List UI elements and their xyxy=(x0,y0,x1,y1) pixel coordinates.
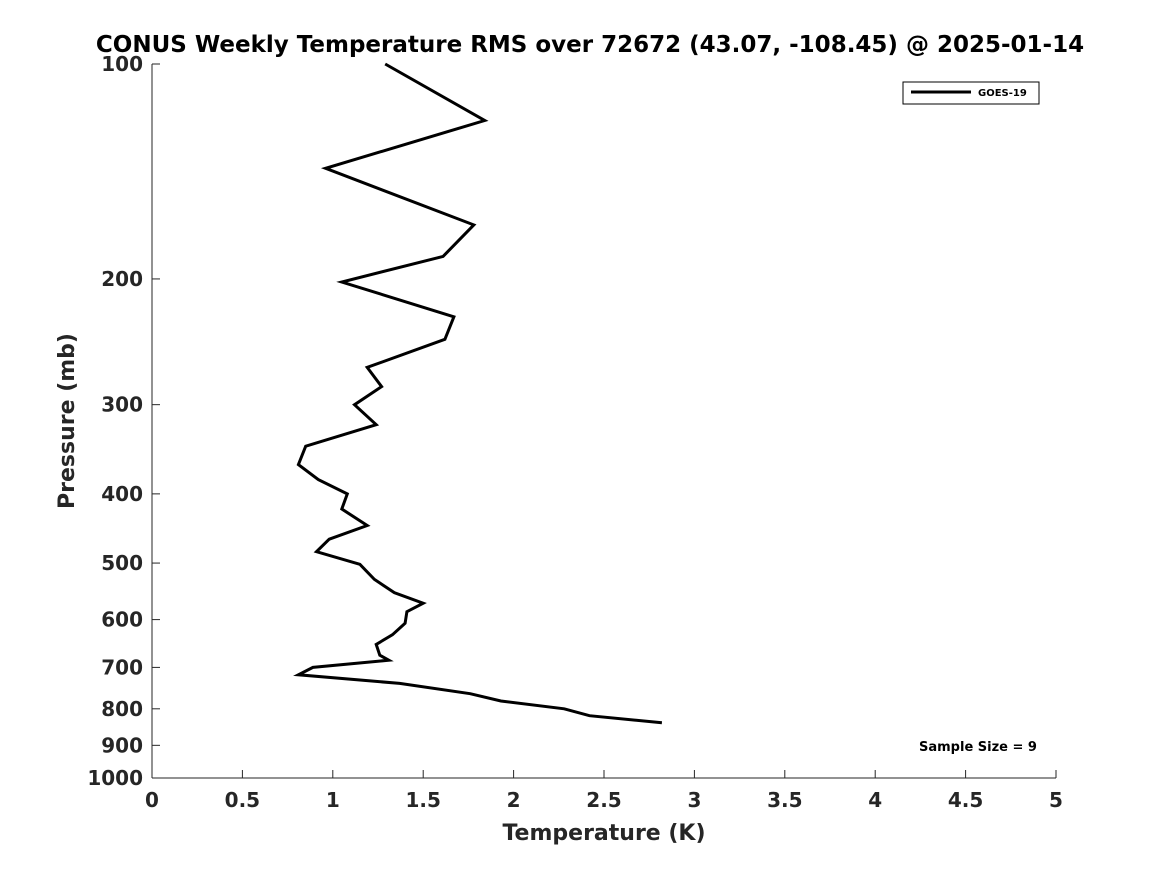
y-tick-label: 600 xyxy=(101,608,143,632)
y-tick-label: 1000 xyxy=(87,766,143,790)
legend: GOES-19 xyxy=(902,81,1040,105)
x-tick-label: 4 xyxy=(868,788,882,812)
x-tick-label: 5 xyxy=(1049,788,1063,812)
y-tick-label: 100 xyxy=(101,52,143,76)
y-tick-label: 200 xyxy=(101,267,143,291)
y-tick-label: 300 xyxy=(101,393,143,417)
y-tick-label: 800 xyxy=(101,697,143,721)
x-tick-label: 2.5 xyxy=(586,788,621,812)
sample-size-annotation: Sample Size = 9 xyxy=(919,740,1037,755)
x-tick-label: 0.5 xyxy=(225,788,260,812)
legend-label: GOES-19 xyxy=(978,88,1027,99)
x-tick-label: 4.5 xyxy=(948,788,983,812)
x-axis-ticks: 0 0.5 1 1.5 2 2.5 3 3.5 4 4.5 5 xyxy=(145,770,1063,812)
y-tick-label: 900 xyxy=(101,733,143,757)
x-axis-title: Temperature (K) xyxy=(502,821,705,846)
y-axis-title: Pressure (mb) xyxy=(55,333,80,509)
y-tick-label: 500 xyxy=(101,551,143,575)
chart-title: CONUS Weekly Temperature RMS over 72672 … xyxy=(96,32,1084,58)
y-tick-label: 700 xyxy=(101,655,143,679)
x-tick-label: 0 xyxy=(145,788,159,812)
x-tick-label: 2 xyxy=(507,788,521,812)
x-tick-label: 1 xyxy=(326,788,340,812)
x-tick-label: 3 xyxy=(687,788,701,812)
x-tick-label: 3.5 xyxy=(767,788,802,812)
y-axis-ticks: 100 200 300 400 500 600 700 800 900 1000 xyxy=(87,52,160,790)
series-layer xyxy=(293,62,663,725)
x-tick-label: 1.5 xyxy=(405,788,440,812)
y-tick-label: 400 xyxy=(101,482,143,506)
series-line-goes-19 xyxy=(293,62,663,725)
